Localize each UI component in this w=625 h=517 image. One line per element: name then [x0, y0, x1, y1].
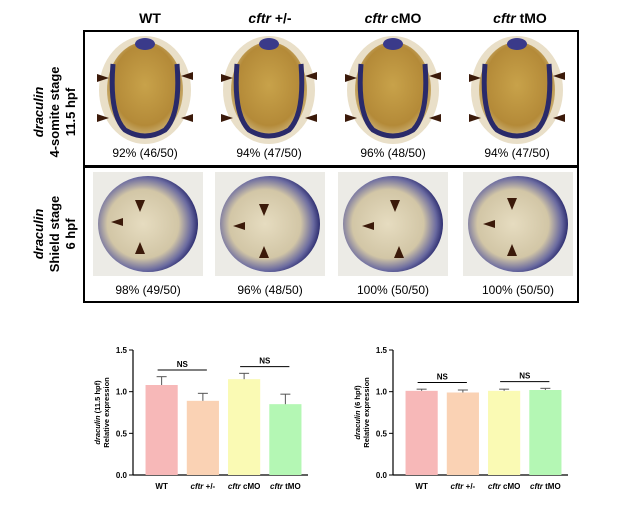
x-tick-label-gene: cftr	[270, 482, 284, 491]
x-tick-label: WT	[155, 482, 168, 491]
x-tick-label-gene: cftr	[530, 482, 544, 491]
x-tick-label: WT	[415, 482, 428, 491]
bar-chart-somite: 0.0 0.5 1.0 1.5 draculin (11.5 hpf) Relative …	[78, 335, 318, 510]
y-axis-label-time: (11.5 hpf)	[93, 380, 102, 416]
y-axis-label-time: (6 hpf)	[353, 385, 362, 410]
y-tick-label: 1.5	[116, 346, 128, 355]
row-label-stage: Shield stage	[47, 195, 62, 273]
column-header-label: WT	[139, 10, 161, 26]
embryo-image-shield-wt	[93, 172, 203, 276]
x-tick-label: cftr +/-	[191, 482, 216, 491]
bar	[228, 379, 261, 475]
embryo-image-somite-cftr-tmo	[467, 34, 567, 146]
x-tick-label-suffix: +/-	[203, 482, 215, 491]
x-tick-label-suffix: +/-	[463, 482, 475, 491]
embryo-image-shield-cftr-het	[215, 172, 325, 276]
x-tick-label-suffix: tMO	[283, 482, 301, 491]
significance-label: NS	[177, 360, 189, 369]
embryo-image-shield-cftr-tmo	[463, 172, 573, 276]
bar	[145, 385, 178, 475]
y-axis-label-2: Relative expression	[102, 377, 111, 448]
significance-label: NS	[519, 372, 531, 381]
column-header-gene: cftr	[248, 10, 271, 26]
somite-stage-panel: 92% (46/50) 94% (47/50) 96% (48/50) 94% …	[83, 30, 579, 167]
y-tick-label: 0.0	[116, 471, 128, 480]
x-tick-label: cftr cMO	[228, 482, 260, 491]
y-axis-label: draculin (6 hpf)	[353, 385, 362, 440]
chart-svg: 0.0 0.5 1.0 1.5 draculin (11.5 hpf) Relative …	[93, 346, 308, 491]
y-axis-label-gene: draculin	[353, 410, 362, 440]
row-label-shield: draculin Shield stage 6 hpf	[31, 159, 79, 309]
significance-label: NS	[259, 357, 271, 366]
bar	[529, 390, 562, 475]
row-label-gene: draculin	[31, 208, 46, 260]
y-tick-label: 1.0	[116, 388, 128, 397]
x-tick-label: cftr +/-	[451, 482, 476, 491]
y-tick-label: 1.5	[376, 346, 388, 355]
percent-label: 100% (50/50)	[481, 283, 555, 297]
significance-label: NS	[437, 373, 449, 382]
column-header-label: tMO	[515, 10, 547, 26]
embryo-image-somite-cftr-het	[219, 34, 319, 146]
embryo-image-shield-cftr-cmo	[338, 172, 448, 276]
column-header-cftr-tmo: cftr tMO	[460, 10, 580, 26]
percent-label: 92% (46/50)	[112, 146, 178, 160]
x-tick-label-suffix: cMO	[501, 482, 521, 491]
column-header-gene: cftr	[493, 10, 516, 26]
column-header-cftr-cmo: cftr cMO	[333, 10, 453, 26]
shield-stage-panel: 98% (49/50) 96% (48/50) 100% (50/50) 100…	[83, 166, 579, 303]
bar	[488, 390, 521, 475]
column-header-label: +/-	[270, 10, 292, 26]
bar	[446, 392, 479, 475]
x-tick-label-gene: cftr	[228, 482, 242, 491]
column-header-gene: cftr	[364, 10, 388, 26]
x-tick-label-suffix: cMO	[241, 482, 261, 491]
percent-label: 96% (48/50)	[360, 146, 426, 160]
x-tick-label-gene: cftr	[451, 482, 465, 491]
percent-label: 100% (50/50)	[356, 283, 430, 297]
y-axis-label: draculin (11.5 hpf)	[93, 380, 102, 445]
percent-label: 98% (49/50)	[115, 283, 181, 297]
x-tick-label-gene: cftr	[488, 482, 502, 491]
y-axis-label-2: Relative expression	[362, 377, 371, 448]
y-axis-label-gene: draculin	[93, 415, 102, 445]
column-header-wt: WT	[90, 10, 210, 26]
chart-svg: 0.0 0.5 1.0 1.5 draculin (6 hpf) Relative exp…	[353, 346, 568, 491]
bar	[186, 400, 219, 475]
percent-label: 96% (48/50)	[237, 283, 303, 297]
x-tick-label: cftr tMO	[270, 482, 301, 491]
column-header-cftr-het: cftr +/-	[210, 10, 330, 26]
x-tick-label: cftr tMO	[530, 482, 561, 491]
x-tick-label-gene: cftr	[191, 482, 205, 491]
bar-chart-shield: 0.0 0.5 1.0 1.5 draculin (6 hpf) Relative exp…	[338, 335, 578, 510]
bar	[405, 390, 438, 475]
embryo-image-somite-cftr-cmo	[343, 34, 443, 146]
y-tick-label: 0.5	[376, 429, 388, 438]
row-label-time: 6 hpf	[63, 218, 78, 250]
y-tick-label: 1.0	[376, 388, 388, 397]
x-tick-label-suffix: tMO	[543, 482, 561, 491]
y-tick-label: 0.5	[116, 429, 128, 438]
x-tick-label: cftr cMO	[488, 482, 520, 491]
percent-label: 94% (47/50)	[236, 146, 302, 160]
column-header-label: cMO	[387, 10, 422, 26]
percent-label: 94% (47/50)	[484, 146, 550, 160]
bar	[269, 404, 302, 475]
y-tick-label: 0.0	[376, 471, 388, 480]
embryo-image-somite-wt	[95, 34, 195, 146]
